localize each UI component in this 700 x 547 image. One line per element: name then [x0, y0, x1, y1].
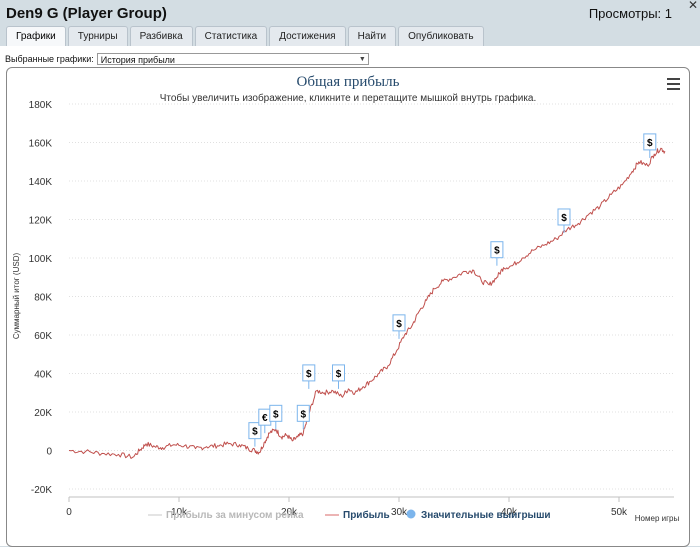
win-marker[interactable]: $ [332, 364, 345, 389]
chart-container[interactable]: -20K 0 20K 40K 60K 80K 100K 120K 140K 160K 180K 0 1… [6, 67, 690, 547]
chevron-down-icon: ▼ [358, 56, 366, 63]
win-marker-symbol: $ [396, 319, 402, 330]
views-counter: Просмотры: 1 [588, 6, 672, 21]
win-marker-symbol: $ [306, 369, 312, 380]
chart-selector-dropdown[interactable]: История прибыли ▼ [96, 53, 369, 65]
y-tick-label: 160K [29, 139, 53, 150]
tab-breakdown[interactable]: Разбивка [129, 26, 193, 46]
y-tick-label: 120K [29, 216, 53, 227]
win-marker-symbol: $ [561, 213, 567, 224]
significant-wins-markers: $ € $ $ $ $ $ $ $ $ [248, 133, 657, 447]
chart-selector-row: Выбранные графики: История прибыли ▼ [5, 53, 369, 65]
y-tick-label: 0 [46, 447, 52, 458]
win-marker-symbol: $ [252, 427, 258, 438]
y-tick-label: 100K [29, 254, 53, 265]
x-tick-label: 20k [281, 507, 298, 518]
chart-legend: Прибыль за минусом рейка Прибыль Значите… [148, 509, 551, 521]
page-title: Den9 G (Player Group) [6, 5, 167, 22]
y-tick-label: 80K [34, 293, 52, 304]
win-marker[interactable]: $ [296, 404, 310, 430]
y-tick-label: 140K [29, 177, 53, 188]
win-marker-symbol: $ [647, 138, 653, 149]
x-tick-label: 10k [171, 507, 188, 518]
y-tick-label: -20K [31, 485, 52, 496]
tab-publish[interactable]: Опубликовать [398, 26, 484, 46]
legend-item-significant-wins[interactable]: Значительные выигрыши [421, 510, 551, 521]
close-icon[interactable]: ✕ [687, 0, 698, 12]
chart-selector-value: История прибыли [100, 55, 175, 65]
hamburger-menu-icon[interactable] [667, 78, 680, 90]
tab-charts[interactable]: Графики [6, 26, 66, 47]
legend-swatch-wins [406, 509, 416, 519]
win-marker[interactable]: $ [248, 422, 262, 447]
content-panel: Выбранные графики: История прибыли ▼ -20… [0, 46, 700, 547]
win-marker[interactable]: $ [557, 208, 571, 233]
x-tick-label: 40k [501, 507, 518, 518]
y-tick-label: 40K [34, 370, 52, 381]
series-line-profit [68, 147, 666, 459]
win-marker-symbol: $ [273, 409, 279, 420]
y-tick-label: 20K [34, 408, 52, 419]
x-axis-label: Номер игры [635, 514, 680, 523]
win-marker[interactable]: $ [392, 314, 406, 339]
tab-bar: Графики Турниры Разбивка Статистика Дост… [6, 26, 484, 47]
win-marker[interactable]: $ [643, 133, 657, 158]
y-axis-ticks: -20K 0 20K 40K 60K 80K 100K 120K 140K 160K 180K [29, 100, 53, 496]
profit-chart[interactable]: -20K 0 20K 40K 60K 80K 100K 120K 140K 160K 180K 0 1… [7, 68, 689, 546]
win-marker-symbol: $ [336, 369, 342, 380]
legend-item-net-profit[interactable]: Прибыль за минусом рейка [166, 509, 304, 521]
x-tick-label: 50k [611, 507, 628, 518]
legend-item-profit[interactable]: Прибыль [343, 509, 390, 521]
win-marker[interactable]: $ [302, 364, 316, 389]
chart-grid [69, 103, 674, 490]
tab-find[interactable]: Найти [347, 26, 397, 46]
win-marker[interactable]: $ [490, 241, 504, 266]
x-tick-label: 0 [66, 507, 72, 518]
tab-statistics[interactable]: Статистика [194, 26, 268, 46]
win-marker-symbol: $ [301, 409, 307, 420]
chart-selector-label: Выбранные графики: [5, 54, 94, 64]
win-marker-symbol: € [262, 413, 268, 424]
title-bar: Den9 G (Player Group) Просмотры: 1 ✕ [0, 0, 700, 26]
chart-subtitle: Чтобы увеличить изображение, кликните и … [160, 92, 537, 104]
win-marker-symbol: $ [494, 246, 500, 257]
tab-tournaments[interactable]: Турниры [67, 26, 128, 46]
y-axis-label: Суммарный итог (USD) [12, 253, 21, 340]
y-tick-label: 60K [34, 331, 52, 342]
y-tick-label: 180K [29, 100, 53, 111]
tab-achievements[interactable]: Достижения [269, 26, 346, 46]
x-tick-label: 30k [391, 507, 408, 518]
x-axis-ticks: 0 10k 20k 30k 40k 50k [66, 496, 674, 518]
chart-title: Общая прибыль [297, 74, 400, 90]
win-marker[interactable]: $ [269, 404, 283, 430]
